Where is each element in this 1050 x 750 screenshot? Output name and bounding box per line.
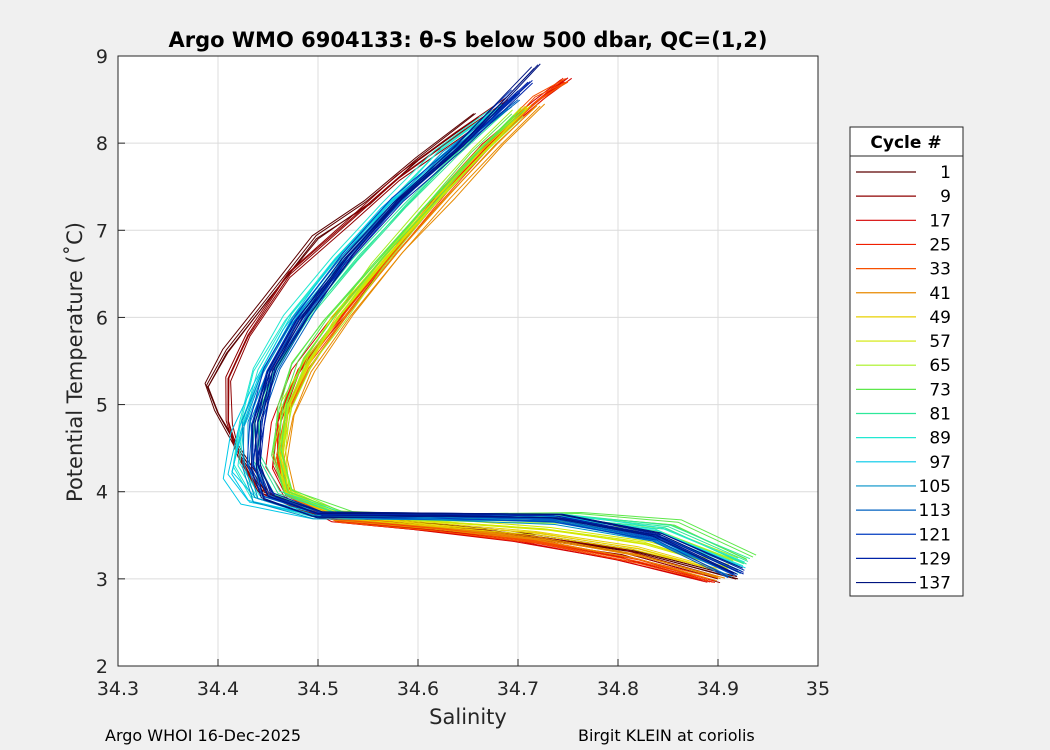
legend-label-cycle-113: 113 <box>919 501 951 521</box>
legend-label-cycle-33: 33 <box>929 260 951 280</box>
legend-label-cycle-73: 73 <box>929 380 951 400</box>
footer-left: Argo WHOI 16-Dec-2025 <box>105 726 301 745</box>
y-tick-label: 6 <box>96 307 108 329</box>
x-tick-label: 34.3 <box>97 678 139 700</box>
series-line-cycle-41 <box>286 103 726 579</box>
x-tick-label: 35 <box>806 678 830 700</box>
legend-title: Cycle # <box>870 133 941 153</box>
x-tick-label: 34.6 <box>397 678 439 700</box>
footer-right: Birgit KLEIN at coriolis <box>578 726 755 745</box>
legend-label-cycle-25: 25 <box>929 235 951 255</box>
legend-label-cycle-97: 97 <box>929 453 951 473</box>
x-tick-label: 34.4 <box>197 678 239 700</box>
y-tick-label: 9 <box>96 46 108 68</box>
legend-label-cycle-65: 65 <box>929 356 951 376</box>
legend-label-cycle-57: 57 <box>929 332 951 352</box>
x-ticks: 34.3 34.4 34.5 34.6 34.7 34.8 34.9 35 <box>97 659 830 700</box>
legend-label-cycle-41: 41 <box>929 284 951 304</box>
series-layer <box>204 63 757 584</box>
series-line-cycle-41 <box>283 105 721 580</box>
series-line-cycle-137 <box>259 63 743 569</box>
series-line-cycle-65 <box>281 115 744 565</box>
x-tick-label: 34.8 <box>597 678 639 700</box>
x-tick-label: 34.5 <box>297 678 339 700</box>
legend-label-cycle-49: 49 <box>929 308 951 328</box>
legend: Cycle # 1 9 17 25 33 41 49 57 65 73 81 89 97 105 113 12… <box>849 126 964 597</box>
legend-label-cycle-89: 89 <box>929 429 951 449</box>
chart-title: Argo WMO 6904133: θ-S below 500 dbar, QC… <box>169 28 768 52</box>
y-tick-label: 4 <box>96 482 108 504</box>
legend-label-cycle-137: 137 <box>919 574 951 594</box>
series-line-cycle-137 <box>250 66 735 574</box>
plot-frame <box>117 55 819 667</box>
legend-label-cycle-9: 9 <box>940 187 951 207</box>
legend-label-cycle-17: 17 <box>929 211 951 231</box>
y-tick-label: 8 <box>96 133 108 155</box>
y-tick-label: 3 <box>96 569 108 591</box>
legend-label-cycle-121: 121 <box>919 525 951 545</box>
y-tick-label: 7 <box>96 220 108 242</box>
x-tick-label: 34.9 <box>697 678 739 700</box>
legend-label-cycle-81: 81 <box>929 405 951 425</box>
y-axis-label: Potential Temperature (˚C) <box>63 222 87 502</box>
y-tick-label: 5 <box>96 395 108 417</box>
series-line-cycle-73 <box>280 109 757 556</box>
legend-box <box>849 126 964 597</box>
x-tick-label: 34.7 <box>497 678 539 700</box>
x-axis-label: Salinity <box>429 705 507 729</box>
legend-label-cycle-129: 129 <box>919 549 951 569</box>
legend-label-cycle-105: 105 <box>919 477 951 497</box>
legend-entries: 1 9 17 25 33 41 49 57 65 73 81 89 97 105 113 121 129 137 <box>856 163 951 594</box>
y-ticks: 2 3 4 5 6 7 8 9 <box>96 46 125 678</box>
y-tick-label: 2 <box>96 656 108 678</box>
legend-label-cycle-1: 1 <box>940 163 951 183</box>
